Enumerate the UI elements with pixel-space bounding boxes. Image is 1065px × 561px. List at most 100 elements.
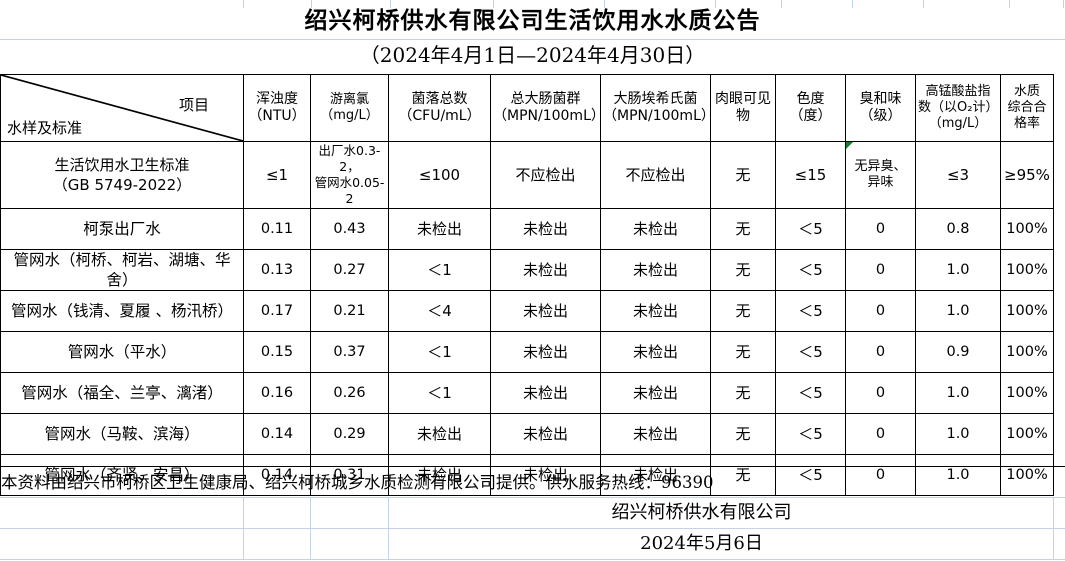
cell-odor-taste: 0 xyxy=(845,249,916,291)
cell-colony-count: 未检出 xyxy=(388,413,491,455)
standard-limits-row: 生活饮用水卫生标准 （GB 5749-2022） ≤1 出厂水0.3-2， 管网水… xyxy=(0,141,1054,209)
cell-e-coli: 未检出 xyxy=(600,208,711,250)
cell-free-chlorine: 0.31 xyxy=(310,454,389,496)
cell-free-chlorine: 0.43 xyxy=(310,208,389,250)
cell-free-chlorine: 0.37 xyxy=(310,331,389,373)
column-header-pass-rate: 水质 综合合格率 xyxy=(1000,74,1054,142)
footer-date-row: 2024年5月6日 xyxy=(0,529,1065,560)
cell-colony-count: ＜1 xyxy=(388,331,491,373)
cell-colony-count: 未检出 xyxy=(388,208,491,250)
sample-name: 管网水（福全、兰亭、漓渚） xyxy=(0,372,244,414)
cell-visible-matter: 无 xyxy=(710,208,776,250)
cell-chromaticity: ＜5 xyxy=(775,249,846,291)
standard-total-coliform: 不应检出 xyxy=(490,141,601,209)
cell-permanganate: 1.0 xyxy=(915,454,1001,496)
cell-odor-taste: 0 xyxy=(845,290,916,332)
table-header-row: 水样及标准 项目 浑浊度 （NTU） 游离氯（mg/L） 菌落总数 （CFU/m… xyxy=(0,74,1054,142)
cell-turbidity: 0.15 xyxy=(243,331,311,373)
document-header: 绍兴柯桥供水有限公司生活饮用水水质公告 （2024年4月1日—2024年4月30… xyxy=(0,6,1065,69)
column-header-free-chlorine: 游离氯（mg/L） xyxy=(310,74,389,142)
cell-pass-rate: 100% xyxy=(1000,372,1054,414)
table-row: 柯泵出厂水 0.11 0.43 未检出 未检出 未检出 无 ＜5 0 0.8 1… xyxy=(0,208,1054,250)
cell-permanganate: 1.0 xyxy=(915,372,1001,414)
table-row: 管网水（福全、兰亭、漓渚） 0.16 0.26 ＜1 未检出 未检出 无 ＜5 … xyxy=(0,372,1054,414)
reporting-period: （2024年4月1日—2024年4月30日） xyxy=(359,43,706,67)
cell-total-coliform: 未检出 xyxy=(490,454,601,496)
sample-name: 柯泵出厂水 xyxy=(0,208,244,250)
cell-permanganate: 0.9 xyxy=(915,331,1001,373)
cell-pass-rate: 100% xyxy=(1000,290,1054,332)
cell-odor-taste: 0 xyxy=(845,372,916,414)
column-header-colony-count: 菌落总数 （CFU/mL） xyxy=(388,74,491,142)
cell-free-chlorine: 0.26 xyxy=(310,372,389,414)
row-axis-label: 水样及标准 xyxy=(7,119,83,137)
cell-free-chlorine: 0.27 xyxy=(310,249,389,291)
sample-name: 管网水（马鞍、滨海） xyxy=(0,413,244,455)
cell-total-coliform: 未检出 xyxy=(490,331,601,373)
cell-e-coli: 未检出 xyxy=(600,249,711,291)
cell-pass-rate: 100% xyxy=(1000,413,1054,455)
document-footer: 本资料由绍兴市柯桥区卫生健康局、绍兴柯桥城乡水质检测有限公司提供。供水服务热线：… xyxy=(0,466,1065,560)
cell-chromaticity: ＜5 xyxy=(775,454,846,496)
standard-e-coli: 不应检出 xyxy=(600,141,711,209)
cell-visible-matter: 无 xyxy=(710,372,776,414)
column-header-e-coli: 大肠埃希氏菌 （MPN/100mL） xyxy=(600,74,715,142)
standard-odor-taste: 无异臭、 异味 xyxy=(845,141,916,209)
cell-pass-rate: 100% xyxy=(1000,249,1054,291)
cell-total-coliform: 未检出 xyxy=(490,208,601,250)
comment-marker-icon xyxy=(846,142,853,149)
issue-date: 2024年5月6日 xyxy=(640,533,763,554)
sample-name: 管网水（平水） xyxy=(0,331,244,373)
cell-turbidity: 0.13 xyxy=(243,249,311,291)
cell-colony-count: 未检出 xyxy=(388,454,491,496)
cell-colony-count: ＜1 xyxy=(388,372,491,414)
cell-odor-taste: 0 xyxy=(845,331,916,373)
cell-turbidity: 0.16 xyxy=(243,372,311,414)
diagonal-divider-icon xyxy=(1,75,243,141)
cell-free-chlorine: 0.21 xyxy=(310,290,389,332)
cell-visible-matter: 无 xyxy=(710,454,776,496)
cell-chromaticity: ＜5 xyxy=(775,290,846,332)
title-divider xyxy=(0,39,1065,40)
standard-turbidity: ≤1 xyxy=(243,141,311,209)
standard-colony-count: ≤100 xyxy=(388,141,491,209)
cell-e-coli: 未检出 xyxy=(600,331,711,373)
cell-e-coli: 未检出 xyxy=(600,372,711,414)
cell-turbidity: 0.11 xyxy=(243,208,311,250)
cell-visible-matter: 无 xyxy=(710,290,776,332)
footer-issuer-row: 绍兴柯桥供水有限公司 xyxy=(0,498,1065,529)
cell-odor-taste: 0 xyxy=(845,208,916,250)
table-row: 管网水（平水） 0.15 0.37 ＜1 未检出 未检出 无 ＜5 0 0.9 … xyxy=(0,331,1054,373)
cell-odor-taste: 0 xyxy=(845,413,916,455)
cell-chromaticity: ＜5 xyxy=(775,372,846,414)
column-axis-label: 项目 xyxy=(178,96,209,114)
cell-permanganate: 0.8 xyxy=(915,208,1001,250)
cell-total-coliform: 未检出 xyxy=(490,413,601,455)
cell-visible-matter: 无 xyxy=(710,413,776,455)
table-row: 管网水（钱清、夏履 、杨汛桥） 0.17 0.21 ＜4 未检出 未检出 无 ＜… xyxy=(0,290,1054,332)
cell-pass-rate: 100% xyxy=(1000,454,1054,496)
page-title: 绍兴柯桥供水有限公司生活饮用水水质公告 xyxy=(304,7,761,34)
standard-visible-matter: 无 xyxy=(710,141,776,209)
cell-colony-count: ＜4 xyxy=(388,290,491,332)
spreadsheet-gridline-strip xyxy=(0,0,1065,8)
column-header-odor-taste: 臭和味 （级） xyxy=(845,74,916,142)
cell-turbidity: 0.14 xyxy=(243,413,311,455)
cell-e-coli: 未检出 xyxy=(600,413,711,455)
cell-permanganate: 1.0 xyxy=(915,249,1001,291)
cell-permanganate: 1.0 xyxy=(915,413,1001,455)
cell-total-coliform: 未检出 xyxy=(490,290,601,332)
standard-pass-rate: ≥95% xyxy=(1000,141,1054,209)
standard-chromaticity: ≤15 xyxy=(775,141,846,209)
cell-visible-matter: 无 xyxy=(710,249,776,291)
cell-chromaticity: ＜5 xyxy=(775,208,846,250)
column-header-visible-matter: 肉眼可见物 xyxy=(710,74,776,142)
column-header-chromaticity: 色度 （度） xyxy=(775,74,846,142)
standard-name-cell: 生活饮用水卫生标准 （GB 5749-2022） xyxy=(0,141,244,209)
standard-permanganate: ≤3 xyxy=(915,141,1001,209)
cell-total-coliform: 未检出 xyxy=(490,249,601,291)
cell-colony-count: ＜1 xyxy=(388,249,491,291)
cell-chromaticity: ＜5 xyxy=(775,413,846,455)
cell-e-coli: 未检出 xyxy=(600,454,711,496)
table-row: 管网水（齐贤、安昌） 0.14 0.31 未检出 未检出 未检出 无 ＜5 0 … xyxy=(0,454,1054,496)
